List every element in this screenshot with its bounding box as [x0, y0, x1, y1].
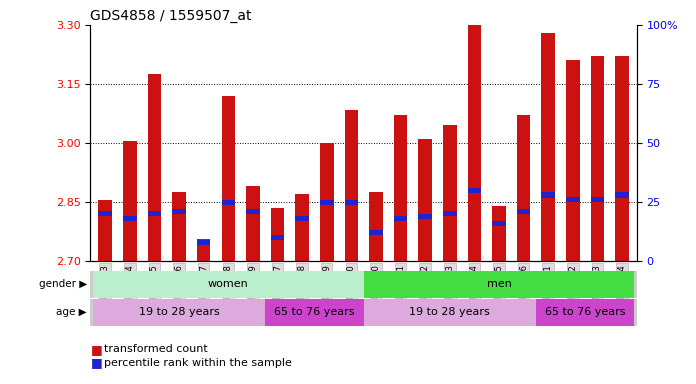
Bar	[295, 194, 309, 261]
Bar	[517, 209, 530, 214]
Bar	[615, 56, 629, 261]
Text: 19 to 28 years: 19 to 28 years	[409, 307, 490, 317]
Text: ■: ■	[90, 343, 102, 356]
Text: percentile rank within the sample: percentile rank within the sample	[104, 358, 292, 368]
Text: GDS4858 / 1559507_at: GDS4858 / 1559507_at	[90, 8, 252, 23]
Bar	[197, 240, 210, 261]
Text: age ▶: age ▶	[56, 307, 87, 317]
Bar	[418, 214, 432, 219]
Bar	[443, 125, 457, 261]
Bar	[295, 216, 309, 221]
Bar	[418, 139, 432, 261]
Bar	[148, 211, 161, 217]
Text: 65 to 76 years: 65 to 76 years	[545, 307, 626, 317]
Bar	[394, 116, 407, 261]
Bar	[320, 200, 333, 205]
Bar	[320, 143, 333, 261]
Bar	[541, 33, 555, 261]
Bar	[615, 192, 629, 197]
Bar	[197, 240, 210, 245]
Bar	[345, 109, 358, 261]
Bar	[148, 74, 161, 261]
Bar	[93, 271, 363, 298]
Bar	[394, 216, 407, 221]
Bar	[123, 216, 136, 221]
Bar	[591, 56, 604, 261]
Text: men: men	[487, 279, 512, 289]
Bar	[246, 209, 260, 214]
Text: gender ▶: gender ▶	[39, 279, 87, 289]
Bar	[443, 211, 457, 217]
Bar	[98, 200, 112, 261]
Bar	[492, 206, 506, 261]
Bar	[566, 197, 580, 202]
Text: 19 to 28 years: 19 to 28 years	[139, 307, 219, 317]
Bar	[369, 230, 383, 235]
Bar	[541, 192, 555, 197]
Bar	[468, 21, 481, 261]
Bar	[98, 211, 112, 217]
Bar	[536, 299, 634, 326]
Bar	[591, 197, 604, 202]
Bar	[345, 200, 358, 205]
Text: 65 to 76 years: 65 to 76 years	[274, 307, 355, 317]
Bar	[123, 141, 136, 261]
Bar	[246, 186, 260, 261]
Bar	[173, 209, 186, 214]
Bar	[221, 96, 235, 261]
Bar	[265, 299, 363, 326]
Bar	[271, 208, 284, 261]
Text: ■: ■	[90, 356, 102, 369]
Text: transformed count: transformed count	[104, 344, 208, 354]
Bar	[517, 116, 530, 261]
Bar	[271, 235, 284, 240]
Bar	[221, 200, 235, 205]
Bar	[492, 221, 506, 226]
Bar	[363, 271, 634, 298]
Text: women: women	[208, 279, 248, 289]
Bar	[566, 60, 580, 261]
Bar	[468, 188, 481, 193]
Bar	[173, 192, 186, 261]
Bar	[363, 299, 536, 326]
Bar	[93, 299, 265, 326]
Bar	[369, 192, 383, 261]
